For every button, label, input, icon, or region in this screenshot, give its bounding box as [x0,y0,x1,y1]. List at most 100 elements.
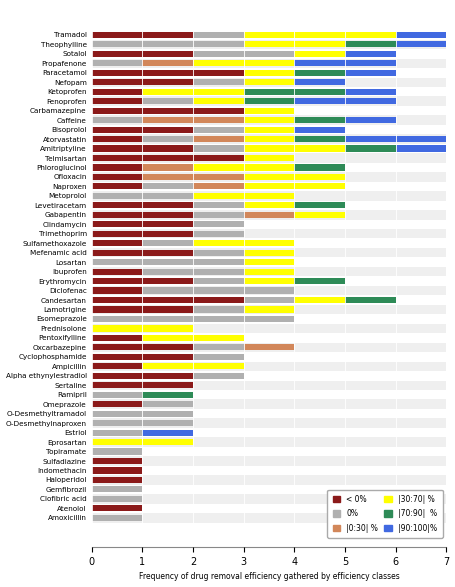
Bar [91,390,446,400]
Bar [91,496,142,502]
Bar [243,117,294,123]
Bar [91,382,193,389]
Bar [294,70,345,76]
Bar [142,363,243,369]
Bar [91,191,446,201]
Bar [193,345,243,350]
Bar [345,89,396,95]
Bar [91,153,446,163]
Bar [396,41,446,48]
Bar [91,278,193,284]
Bar [345,50,396,57]
Bar [91,487,142,492]
Bar [91,335,142,341]
X-axis label: Frequency of drug removal efficiency gathered by efficiency classes: Frequency of drug removal efficiency gat… [139,572,399,582]
Bar [91,248,446,258]
Bar [91,49,446,59]
Bar [91,259,243,265]
Bar [91,380,446,390]
Bar [91,409,446,419]
Bar [91,410,193,417]
Bar [243,127,294,133]
Bar [142,89,243,95]
Bar [91,268,142,275]
Bar [91,362,446,371]
Bar [294,203,345,208]
Bar [91,513,446,522]
Bar [193,212,243,218]
Bar [91,267,446,276]
Bar [294,127,345,133]
Bar [91,68,446,77]
Bar [243,32,396,38]
Bar [193,127,243,133]
Bar [243,268,294,275]
Bar [91,87,446,96]
Bar [91,96,446,106]
Bar [91,32,193,38]
Bar [91,203,193,208]
Bar [91,106,446,116]
Bar [91,456,446,465]
Bar [91,172,446,181]
Bar [91,363,142,369]
Bar [91,136,142,142]
Bar [345,146,396,151]
Bar [91,505,142,511]
Bar [243,345,294,350]
Bar [142,240,193,247]
Bar [91,181,446,191]
Bar [91,286,446,295]
Bar [91,467,142,474]
Bar [243,203,294,208]
Bar [91,144,446,153]
Bar [91,125,446,134]
Bar [91,323,446,333]
Bar [91,465,446,475]
Bar [91,174,142,180]
Bar [91,258,446,267]
Bar [91,400,446,409]
Bar [193,354,243,360]
Bar [91,183,142,190]
Bar [142,268,243,275]
Bar [243,183,345,190]
Bar [91,193,193,199]
Bar [142,117,243,123]
Bar [243,259,294,265]
Bar [142,60,193,66]
Bar [91,515,142,521]
Bar [243,212,294,218]
Bar [294,98,396,104]
Bar [91,475,446,485]
Bar [91,70,243,76]
Bar [91,107,243,114]
Bar [243,136,294,142]
Bar [193,240,294,247]
Bar [91,231,193,237]
Bar [193,50,294,57]
Bar [396,146,446,151]
Bar [294,50,345,57]
Bar [142,335,243,341]
Bar [243,89,345,95]
Bar [91,392,142,398]
Bar [142,98,193,104]
Bar [193,183,243,190]
Bar [345,70,396,76]
Bar [294,117,345,123]
Bar [193,60,294,66]
Bar [91,305,446,314]
Bar [243,41,345,48]
Bar [243,155,294,161]
Bar [91,89,142,95]
Bar [91,155,243,161]
Bar [91,333,446,343]
Bar [345,117,396,123]
Bar [91,477,142,483]
Bar [142,136,193,142]
Bar [91,420,193,426]
Bar [294,212,345,218]
Bar [91,419,446,428]
Bar [91,352,446,362]
